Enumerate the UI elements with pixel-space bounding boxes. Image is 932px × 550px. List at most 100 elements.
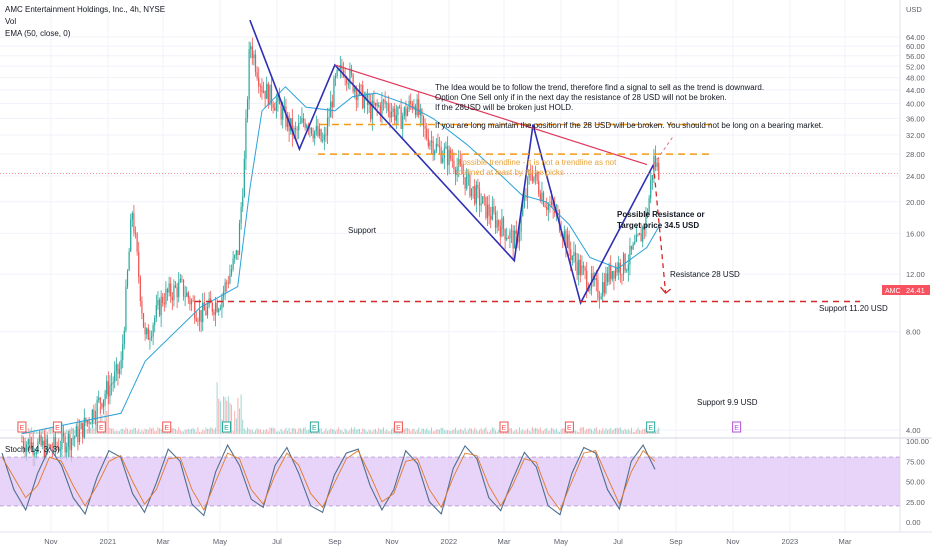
volume-bar xyxy=(496,431,498,434)
volume-bar xyxy=(208,428,210,434)
volume-bar xyxy=(458,430,460,434)
price-candle-body xyxy=(512,230,514,249)
ema-label: EMA (50, close, 0) xyxy=(5,29,71,38)
price-candle-body xyxy=(50,445,52,451)
price-candle-body xyxy=(43,440,45,458)
volume-bar xyxy=(216,382,218,434)
volume-bar xyxy=(383,427,385,434)
price-candle-body xyxy=(603,282,605,294)
price-candle-body xyxy=(394,108,396,121)
price-candle-body xyxy=(530,173,532,175)
price-candle-body xyxy=(614,266,617,279)
price-candle-body xyxy=(350,68,353,75)
volume-bar xyxy=(295,429,297,434)
price-candle-body xyxy=(397,106,399,116)
zigzag-pattern-line xyxy=(249,19,655,306)
volume-bar xyxy=(168,431,170,434)
idea-line: If you are long maintain the position if… xyxy=(435,121,823,130)
volume-bar xyxy=(27,427,29,434)
price-candle-body xyxy=(640,233,642,242)
price-candle-body xyxy=(480,203,482,206)
price-candle-body xyxy=(514,230,516,249)
price-candle-body xyxy=(451,158,453,161)
price-candle-body xyxy=(126,270,129,287)
volume-bar xyxy=(431,427,433,434)
volume-bar xyxy=(408,428,410,434)
price-candle-body xyxy=(637,234,639,236)
volume-bar xyxy=(251,429,253,434)
price-candle-body xyxy=(195,318,197,321)
volume-bar xyxy=(359,428,361,434)
price-candle-body xyxy=(240,206,242,224)
volume-bar xyxy=(114,431,116,434)
price-candle-body xyxy=(613,271,615,279)
price-candle-body xyxy=(312,134,314,139)
price-candle-body xyxy=(194,300,196,319)
price-candle-body xyxy=(392,108,394,112)
volume-bar xyxy=(200,431,202,434)
volume-bar xyxy=(592,430,594,434)
volume-bar xyxy=(584,430,586,434)
price-candle-body xyxy=(365,93,367,99)
price-candle-body xyxy=(200,309,202,323)
price-candle-body xyxy=(309,127,311,130)
price-candle-body xyxy=(446,146,449,166)
volume-bar xyxy=(600,430,602,434)
price-candle-body xyxy=(142,313,145,328)
volume-bar xyxy=(195,431,197,434)
earnings-marker xyxy=(499,421,509,433)
volume-bar xyxy=(527,428,529,434)
price-candle-body xyxy=(168,283,170,293)
price-candle-body xyxy=(51,450,53,451)
earnings-marker-label: E xyxy=(55,425,60,432)
price-candle-body xyxy=(410,100,412,104)
volume-bar xyxy=(135,427,137,434)
volume-bar xyxy=(299,428,301,434)
price-candle-body xyxy=(149,338,151,340)
price-candle-body xyxy=(91,409,93,424)
price-candle-body xyxy=(242,196,244,207)
price-candle-body xyxy=(248,49,250,100)
price-candle-body xyxy=(411,103,413,109)
volume-bar xyxy=(232,430,234,434)
price-candle-body xyxy=(325,134,327,136)
volume-bar xyxy=(517,431,519,434)
volume-bar xyxy=(451,430,453,434)
volume-bar xyxy=(269,427,271,434)
price-candle-body xyxy=(461,164,463,174)
price-candle-body xyxy=(46,439,49,446)
volume-bar xyxy=(626,430,628,434)
price-tag-value: 24.41 xyxy=(906,286,925,295)
price-candle-body xyxy=(405,107,407,116)
price-candle-body xyxy=(165,289,167,305)
price-candle-body xyxy=(389,111,391,118)
volume-bar xyxy=(586,428,588,434)
price-candle-body xyxy=(114,371,116,383)
stoch-d-line xyxy=(1,449,656,511)
price-candle-body xyxy=(275,101,277,111)
price-candle-body xyxy=(578,259,580,276)
price-candle-body xyxy=(474,186,476,204)
volume-bar xyxy=(333,429,335,434)
price-candle-body xyxy=(147,328,149,340)
drawing-tools[interactable] xyxy=(0,19,900,306)
last-price-tag: AMC 24.41 xyxy=(882,285,930,295)
price-candle-body xyxy=(635,234,637,243)
volume-bar xyxy=(477,431,479,434)
stoch-axis[interactable]: 100.00 75.00 50.00 25.00 0.00 xyxy=(906,437,929,527)
earnings-markers[interactable]: E E E E E E E E E EE xyxy=(17,421,742,433)
price-candle-body xyxy=(586,270,588,290)
volume-bar xyxy=(563,428,565,434)
volume-bar xyxy=(648,431,650,434)
price-candle-body xyxy=(336,69,338,77)
time-axis[interactable]: Nov 2021 Mar May Jul Sep Nov 2022 Mar May Jul Sep No… xyxy=(44,537,852,546)
volume-bar xyxy=(573,430,575,434)
volume-bar xyxy=(245,430,247,434)
volume-bar xyxy=(389,431,391,434)
volume-bar xyxy=(192,427,194,434)
price-candle-body xyxy=(349,68,351,84)
volume-bar xyxy=(419,431,421,434)
price-candle-body xyxy=(86,420,89,423)
